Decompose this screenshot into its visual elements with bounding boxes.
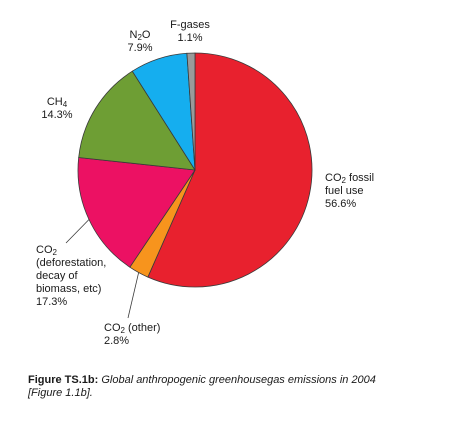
slice-fgases [186, 52, 196, 171]
slice-co2-fossil [147, 52, 313, 288]
label-co2-other: CO2 (other) 2.8% [104, 322, 161, 347]
label-fgases: F-gases 1.1% [170, 19, 210, 44]
label-co2-fossil: CO2 fossil fuel use 56.6% [325, 172, 375, 210]
caption-label: Figure TS.1b: [28, 374, 99, 386]
label-co2-deforestation: CO2 (deforestation, decay of biomass, et… [36, 244, 107, 308]
caption-reference: [Figure 1.1b]. [28, 387, 93, 399]
leader-line-co2-deforestation [65, 219, 90, 244]
leader-line-co2-other [127, 272, 140, 319]
label-n2o: N2O 7.9% [127, 29, 153, 54]
figure-caption: Figure TS.1b: Global anthropogenic green… [28, 374, 448, 400]
slice-ch4 [78, 70, 196, 171]
slice-co2-deforestation [77, 157, 196, 268]
caption-text: Global anthropogenic greenhousegas emiss… [98, 374, 376, 386]
label-ch4: CH4 14.3% [41, 96, 73, 121]
